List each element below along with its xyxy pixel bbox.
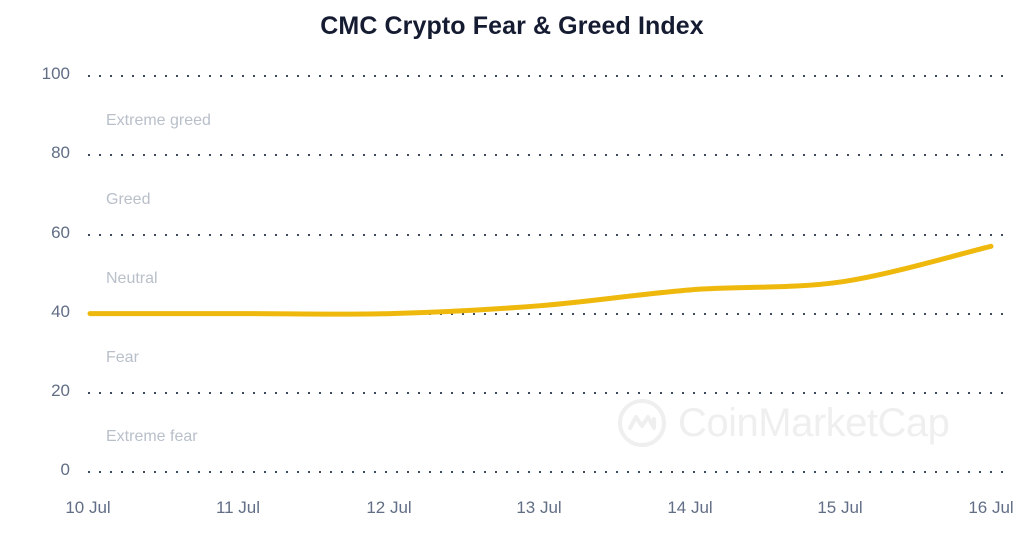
band-label-neutral: Neutral [106, 270, 158, 287]
series-line-group [87, 243, 994, 317]
y-tick-label-100: 100 [41, 64, 70, 83]
series-line-cmc-fear-greed [87, 243, 994, 317]
x-tick-label-10-jul: 10 Jul [65, 498, 111, 517]
gridline-100 [88, 75, 1005, 77]
band-label-extreme-fear: Extreme fear [106, 428, 198, 445]
gridline-0 [88, 471, 1005, 473]
x-tick-label-14-jul: 14 Jul [667, 498, 713, 517]
band-label-greed: Greed [106, 191, 151, 208]
gridlines [88, 75, 1005, 473]
gridline-20 [88, 392, 1005, 394]
band-label-extreme-greed: Extreme greed [106, 112, 211, 129]
y-tick-label-0: 0 [60, 460, 70, 479]
y-tick-label-60: 60 [51, 223, 70, 242]
y-tick-label-80: 80 [51, 143, 70, 162]
x-tick-label-12-jul: 12 Jul [366, 498, 412, 517]
gridline-60 [88, 234, 1005, 236]
gridline-40 [88, 313, 1005, 315]
gridline-80 [88, 154, 1005, 156]
x-tick-label-11-jul: 11 Jul [215, 498, 261, 517]
x-tick-label-13-jul: 13 Jul [516, 498, 562, 517]
band-label-fear: Fear [106, 349, 139, 366]
x-tick-label-15-jul: 15 Jul [817, 498, 863, 517]
x-tick-label-16-jul: 16 Jul [968, 498, 1014, 517]
y-tick-label-20: 20 [51, 381, 70, 400]
y-tick-label-40: 40 [51, 302, 70, 321]
chart-title: CMC Crypto Fear & Greed Index [320, 12, 704, 40]
